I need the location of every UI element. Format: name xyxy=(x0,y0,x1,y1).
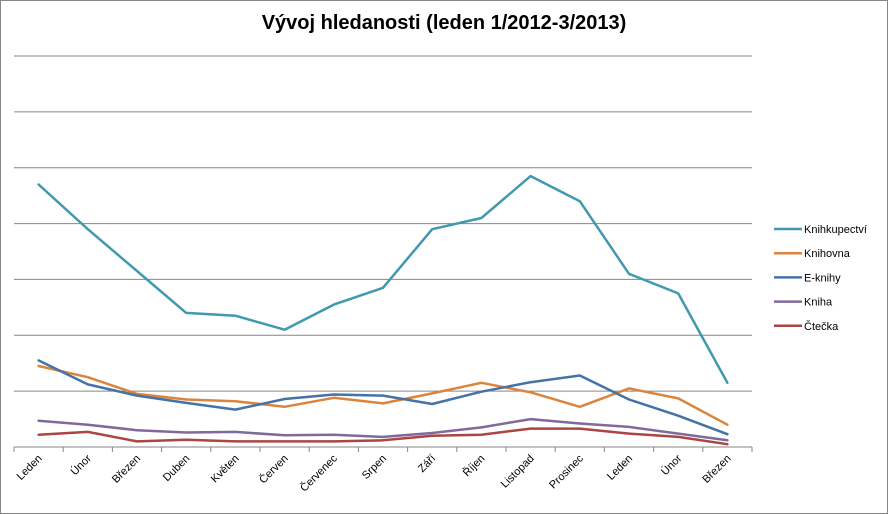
series-line-1 xyxy=(37,174,729,385)
x-tick-label: Únor xyxy=(658,452,684,478)
x-tick-label: Červen xyxy=(256,452,290,486)
series-line-4 xyxy=(37,417,729,442)
series-line-2 xyxy=(37,364,729,426)
x-tick-label: Březen xyxy=(700,453,733,486)
x-tick-label: Září xyxy=(416,453,438,475)
series-line-3 xyxy=(37,359,729,436)
x-tick-label: Duben xyxy=(161,453,192,484)
legend-label: Čtečka xyxy=(804,320,839,333)
legend-label: Knihovna xyxy=(804,248,851,260)
series-line-5 xyxy=(37,427,729,446)
legend-label: Kniha xyxy=(804,297,833,309)
x-tick-label: Únor xyxy=(68,452,94,478)
x-tick-label: Prosinec xyxy=(547,452,586,491)
x-tick-label: Srpen xyxy=(360,453,389,482)
x-tick-label: Leden xyxy=(605,453,635,483)
x-tick-label: Říjen xyxy=(460,452,487,479)
x-tick-label: Leden xyxy=(15,453,45,483)
x-tick-label: Březen xyxy=(110,453,143,486)
x-tick-label: Červenec xyxy=(297,452,340,495)
legend-label: E-knihy xyxy=(804,272,841,284)
x-tick-label: Květen xyxy=(209,453,242,486)
x-tick-label: Listopad xyxy=(499,453,537,491)
chart-title: Vývoj hledanosti (leden 1/2012-3/2013) xyxy=(261,12,627,34)
legend-label: Knihkupectví xyxy=(804,224,867,236)
